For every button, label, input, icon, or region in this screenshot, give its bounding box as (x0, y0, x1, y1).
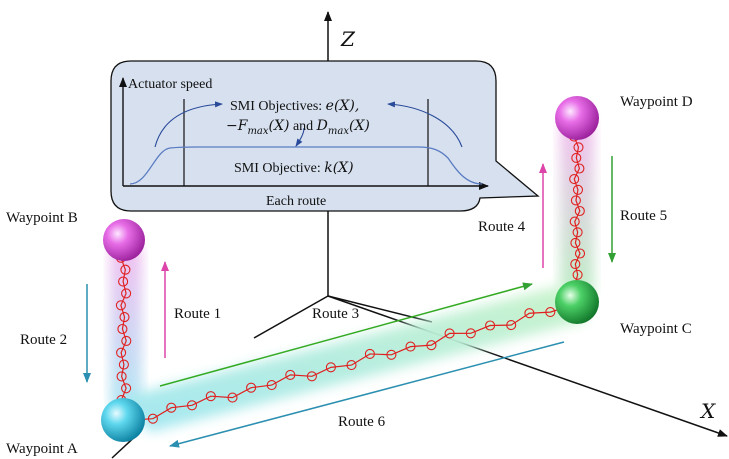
chain-bottom-node (405, 341, 416, 352)
chain-right-node (569, 216, 580, 227)
chain-bottom-node (426, 340, 437, 351)
route-2-label: Route 2 (20, 332, 67, 348)
route-1-label: Route 1 (174, 306, 221, 322)
chain-bottom-line (131, 305, 571, 421)
smi-objective-lower: SMI Objective: k(X) (234, 160, 354, 176)
chain-right-node (569, 174, 580, 185)
chain-right-node (570, 259, 581, 270)
chain-left-node (121, 335, 132, 346)
y-axis-arm-right (327, 295, 433, 323)
tube-left (110, 240, 142, 416)
chain-left-node (115, 300, 126, 311)
chain-bottom-node (266, 380, 277, 391)
waypoint-d-label: Waypoint D (620, 94, 693, 110)
chain-left-node (118, 359, 129, 370)
annotation-arrow-upper-right (387, 101, 463, 148)
chain-bottom-node (246, 382, 257, 393)
speed-profile-curve (129, 146, 483, 185)
chain-bottom-node (386, 349, 397, 360)
waypoint-b-label: Waypoint B (6, 210, 78, 226)
chain-right-node (572, 184, 584, 195)
chain-right-line (573, 125, 581, 297)
callout-bubble (110, 60, 540, 212)
chain-right-node (573, 142, 584, 153)
chain-bottom-node (147, 413, 158, 424)
chain-left-node (121, 383, 132, 394)
chain-right-node (572, 269, 583, 280)
waypoint-c-sphere (555, 280, 599, 324)
tube-right (560, 116, 594, 302)
chain-right-node (572, 227, 583, 238)
speed-profile-callout: Actuator speed Each route SMI Objectives… (110, 60, 540, 212)
chain-bottom-node (444, 328, 455, 339)
y-axis-arm-left (253, 295, 329, 339)
chain-bottom-node (205, 391, 216, 402)
route-6-arrow (169, 341, 565, 448)
route-6-label: Route 6 (338, 414, 386, 430)
chain-left-node (121, 288, 132, 299)
chain-right-node (574, 248, 586, 259)
waypoint-d-sphere (555, 96, 599, 140)
chain-bottom-node (524, 308, 535, 319)
smi-objectives-line-2: −Fmax(X) and Dmax(X) (226, 118, 370, 137)
chain-bottom-node (485, 320, 496, 331)
callout-x-label: Each route (266, 194, 326, 209)
chain-left-node (119, 312, 130, 323)
chain-bottom-node (325, 362, 336, 373)
route-4-label: Route 4 (478, 219, 526, 235)
waypoint-c-label: Waypoint C (620, 321, 692, 337)
smi-objectives-line-1: SMI Objectives: e(X), (230, 98, 359, 114)
chain-right-node (574, 205, 585, 217)
chain-bottom-node (506, 320, 517, 331)
callout-y-label: Actuator speed (128, 77, 212, 92)
chain-right-node (574, 163, 585, 174)
chain-right-node (570, 237, 581, 248)
chain-bottom-node (227, 392, 238, 403)
route-5-label: Route 5 (620, 208, 667, 224)
chain-bottom-node (545, 307, 556, 318)
x-axis-label: X (699, 399, 716, 423)
chain-right-node (571, 152, 582, 163)
chain-left-node (116, 347, 127, 358)
chain-bottom-node (465, 328, 476, 339)
chain-left-node (118, 276, 129, 287)
chain-bottom-node (346, 360, 357, 371)
chain-left-node (116, 371, 127, 382)
waypoint-a-label: Waypoint A (6, 441, 78, 457)
chain-bottom-node (186, 400, 198, 411)
route-3-arrow (159, 282, 533, 387)
annotation-arrow-upper-left (154, 101, 223, 148)
x-axis (327, 295, 728, 437)
chain-bottom-node (364, 348, 375, 359)
chain-bottom-node (166, 402, 177, 413)
chain-right-node (570, 195, 581, 206)
waypoint-b-sphere (103, 219, 145, 261)
annotation-arrow-lower (295, 127, 305, 147)
chain-bottom-node (306, 371, 317, 382)
chain-left-node (117, 323, 128, 335)
z-axis-label: Z (340, 27, 356, 51)
chain-bottom-node (285, 369, 296, 380)
chain-left-node (120, 264, 131, 275)
waypoint-a-sphere (101, 398, 145, 442)
route-3-label: Route 3 (312, 306, 359, 322)
